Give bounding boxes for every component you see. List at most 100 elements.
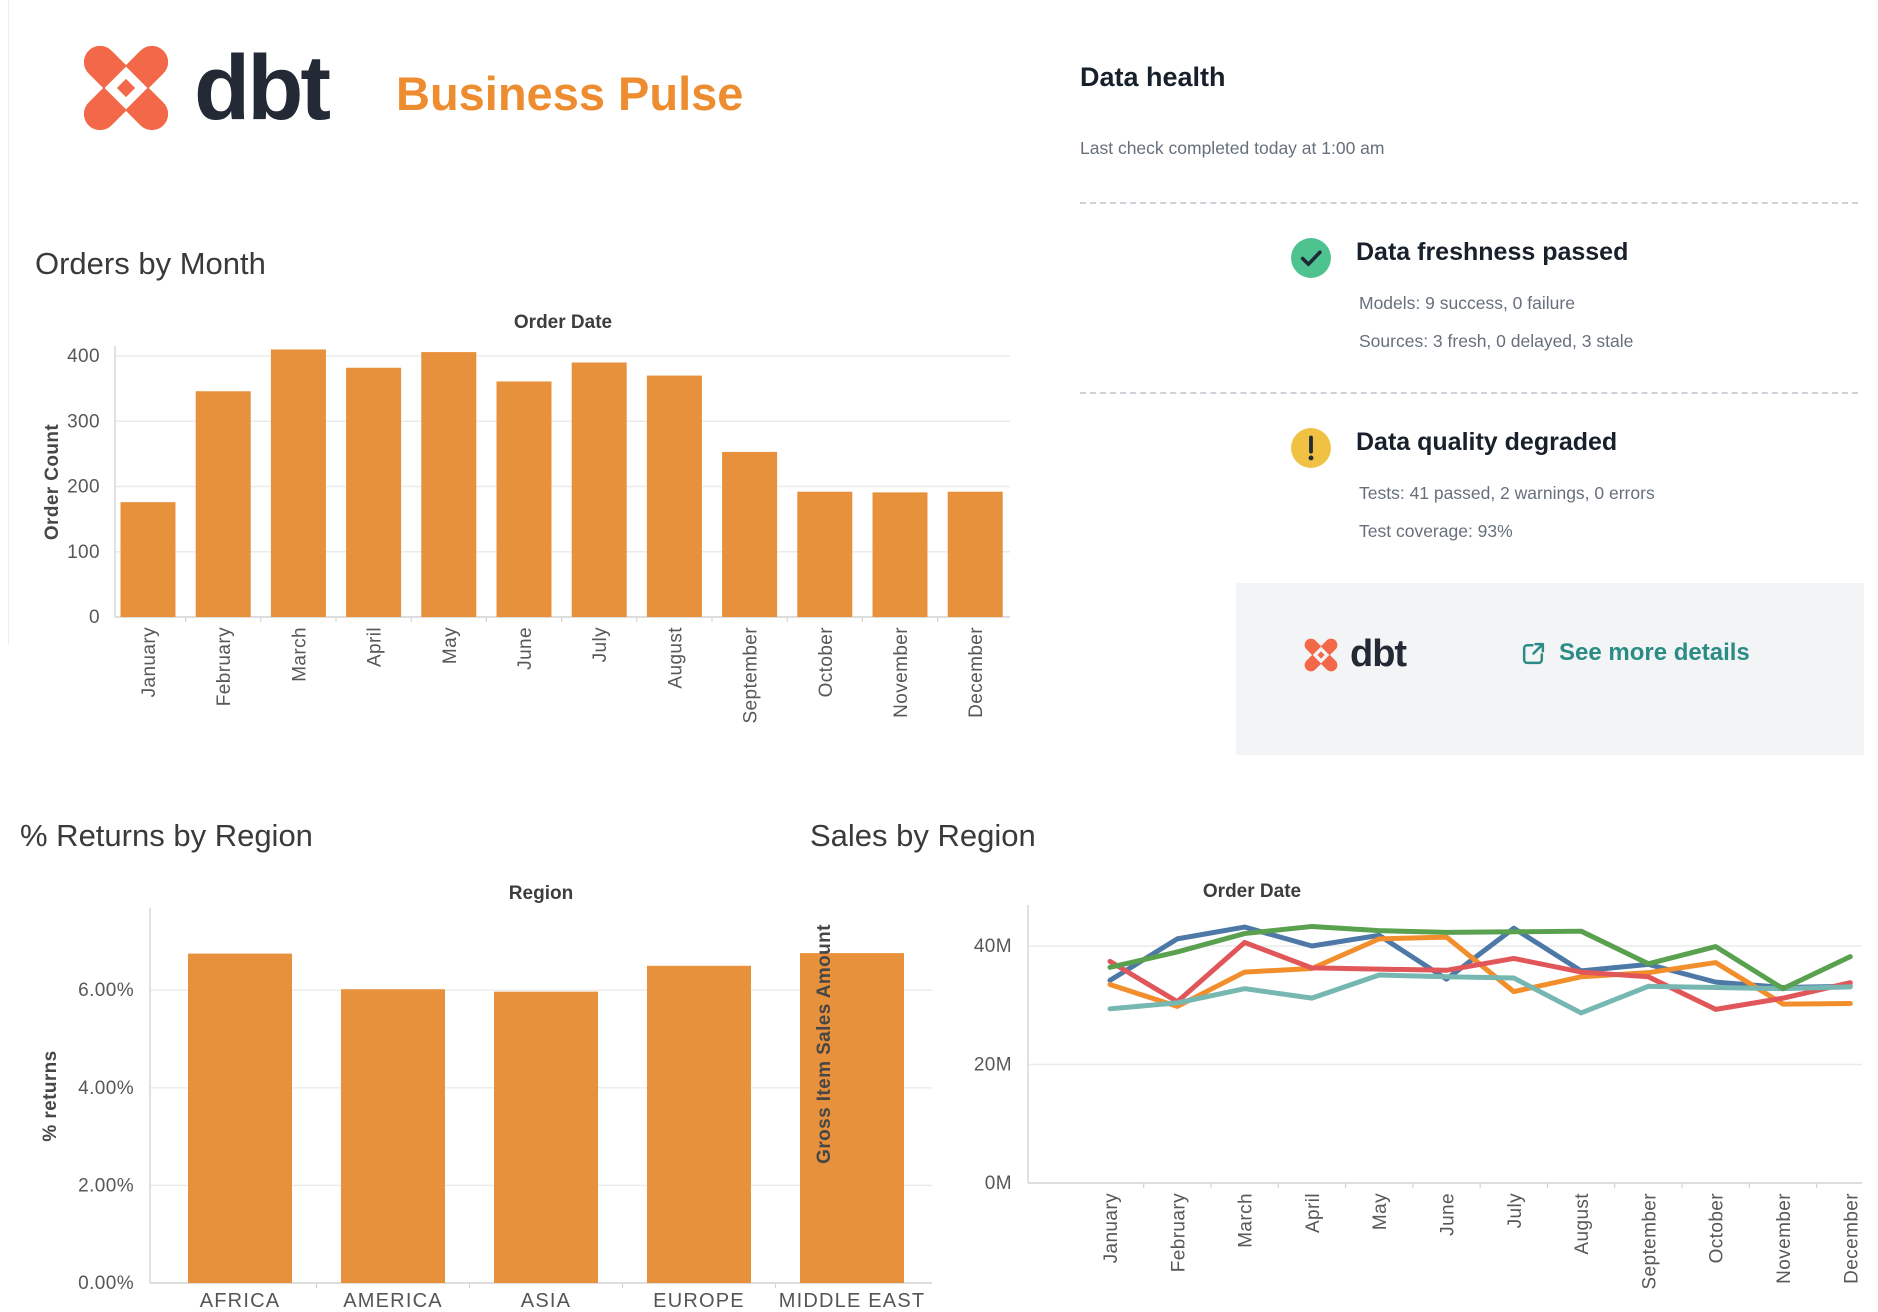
- y-axis-title: Gross Item Sales Amount: [814, 924, 835, 1164]
- external-link-icon: [1522, 642, 1545, 664]
- svg-text:June: June: [515, 627, 536, 670]
- orders-by-month-chart[interactable]: 0 100 200 300 400 January February March April Ma…: [0, 240, 1040, 760]
- bar-europe[interactable]: [647, 965, 751, 1283]
- freshness-sources: Sources: 3 fresh, 0 delayed, 3 stale: [1359, 331, 1634, 351]
- svg-text:0: 0: [89, 607, 100, 628]
- footer-brand-logo: dbt: [1300, 633, 1407, 676]
- brand-wordmark: dbt: [194, 37, 331, 139]
- bar-october[interactable]: [797, 491, 853, 617]
- svg-text:MIDDLE EAST: MIDDLE EAST: [779, 1290, 926, 1312]
- x-axis: AFRICA AMERICA ASIA EUROPE MIDDLE EAST: [200, 1283, 926, 1312]
- y-axis-title: Order Count: [42, 424, 63, 541]
- bar-january[interactable]: [120, 502, 176, 617]
- bar-june[interactable]: [496, 381, 552, 617]
- sales-by-region-chart[interactable]: 0M 20M 40M January February March April May June…: [800, 880, 1878, 1312]
- bar-july[interactable]: [571, 362, 627, 617]
- svg-text:October: October: [1707, 1193, 1728, 1264]
- svg-text:ASIA: ASIA: [521, 1290, 571, 1312]
- bar-asia[interactable]: [494, 991, 598, 1283]
- bar-april[interactable]: [346, 367, 402, 617]
- line-series-green[interactable]: [1107, 923, 1853, 992]
- svg-text:4.00%: 4.00%: [78, 1078, 134, 1099]
- bar-august[interactable]: [646, 375, 702, 617]
- x-axis: January February March April May June July Augu…: [1101, 1183, 1862, 1290]
- divider: [1080, 392, 1858, 394]
- pane-title: Region: [509, 883, 573, 904]
- x-axis: January February March April May June July Augu…: [139, 617, 987, 724]
- svg-text:300: 300: [67, 411, 100, 432]
- orders-chart-title: Orders by Month: [35, 246, 266, 281]
- svg-text:100: 100: [67, 542, 100, 563]
- svg-text:August: August: [1572, 1193, 1593, 1255]
- y-axis-title: % returns: [40, 1050, 61, 1141]
- svg-text:March: March: [1236, 1193, 1257, 1248]
- bar-december[interactable]: [947, 491, 1003, 617]
- line-series-teal[interactable]: [1107, 972, 1853, 1016]
- see-more-details-label: See more details: [1559, 639, 1750, 666]
- svg-text:January: January: [139, 627, 160, 697]
- quality-coverage: Test coverage: 93%: [1359, 521, 1513, 541]
- left-edge-divider: [8, 0, 9, 645]
- freshness-title: Data freshness passed: [1356, 238, 1629, 266]
- bar-february[interactable]: [195, 391, 251, 617]
- data-health-subtitle: Last check completed today at 1:00 am: [1080, 138, 1385, 158]
- svg-text:200: 200: [67, 477, 100, 498]
- y-axis: 0M 20M 40M: [974, 905, 1862, 1194]
- bar-middle-east[interactable]: [800, 953, 904, 1283]
- returns-chart-title: % Returns by Region: [20, 818, 313, 853]
- divider: [1080, 202, 1858, 204]
- sales-chart-title: Sales by Region: [810, 818, 1036, 853]
- data-health-title: Data health: [1080, 62, 1226, 92]
- footer-dbt-logo-icon: [1304, 638, 1338, 671]
- y-axis: 0 100 200 300 400: [67, 346, 1010, 628]
- svg-text:20M: 20M: [974, 1055, 1012, 1076]
- bar-september[interactable]: [722, 451, 778, 617]
- svg-text:November: November: [891, 627, 912, 718]
- svg-text:October: October: [816, 627, 837, 698]
- footer-brand-wordmark: dbt: [1350, 633, 1407, 675]
- svg-text:January: January: [1101, 1193, 1122, 1263]
- page-title: Business Pulse: [396, 67, 744, 120]
- warning-icon: [1291, 428, 1331, 468]
- svg-text:July: July: [1505, 1193, 1526, 1228]
- bar-march[interactable]: [270, 349, 326, 617]
- svg-text:April: April: [1303, 1193, 1324, 1233]
- bar-november[interactable]: [872, 492, 928, 617]
- svg-text:September: September: [1639, 1193, 1660, 1290]
- svg-text:May: May: [440, 627, 461, 664]
- brand-logo: dbt: [72, 34, 331, 142]
- returns-by-region-chart[interactable]: 0.00% 2.00% 4.00% 6.00% AFRICA AMERICA ASIA EUR…: [0, 880, 990, 1312]
- details-footer: dbt See more details: [1236, 583, 1864, 755]
- success-check-icon: [1291, 238, 1331, 278]
- svg-text:May: May: [1370, 1193, 1391, 1230]
- svg-text:AFRICA: AFRICA: [200, 1290, 281, 1312]
- marks: [120, 349, 1003, 617]
- bar-africa[interactable]: [188, 953, 292, 1283]
- bar-america[interactable]: [341, 989, 445, 1283]
- line-series-blue[interactable]: [1107, 924, 1853, 990]
- see-more-details-link[interactable]: See more details: [1520, 639, 1750, 667]
- line-series-red[interactable]: [1107, 939, 1853, 1012]
- svg-text:6.00%: 6.00%: [78, 980, 134, 1001]
- svg-text:February: February: [214, 627, 235, 706]
- svg-text:EUROPE: EUROPE: [653, 1290, 745, 1312]
- svg-text:April: April: [365, 627, 386, 667]
- pane-title: Order Date: [514, 312, 612, 333]
- svg-text:August: August: [665, 627, 686, 689]
- svg-text:March: March: [289, 627, 310, 682]
- svg-text:February: February: [1168, 1193, 1189, 1272]
- bar-may[interactable]: [421, 352, 477, 617]
- svg-text:June: June: [1438, 1193, 1459, 1236]
- freshness-models: Models: 9 success, 0 failure: [1359, 293, 1575, 313]
- svg-text:0M: 0M: [985, 1173, 1012, 1194]
- svg-text:December: December: [966, 627, 987, 718]
- svg-text:September: September: [741, 627, 762, 724]
- svg-text:December: December: [1841, 1193, 1862, 1284]
- marks: [1107, 923, 1853, 1016]
- pane-title: Order Date: [1203, 881, 1301, 902]
- svg-text:400: 400: [67, 346, 100, 367]
- dbt-logo-icon: [83, 45, 169, 131]
- svg-text:2.00%: 2.00%: [78, 1175, 134, 1196]
- marks: [188, 953, 904, 1283]
